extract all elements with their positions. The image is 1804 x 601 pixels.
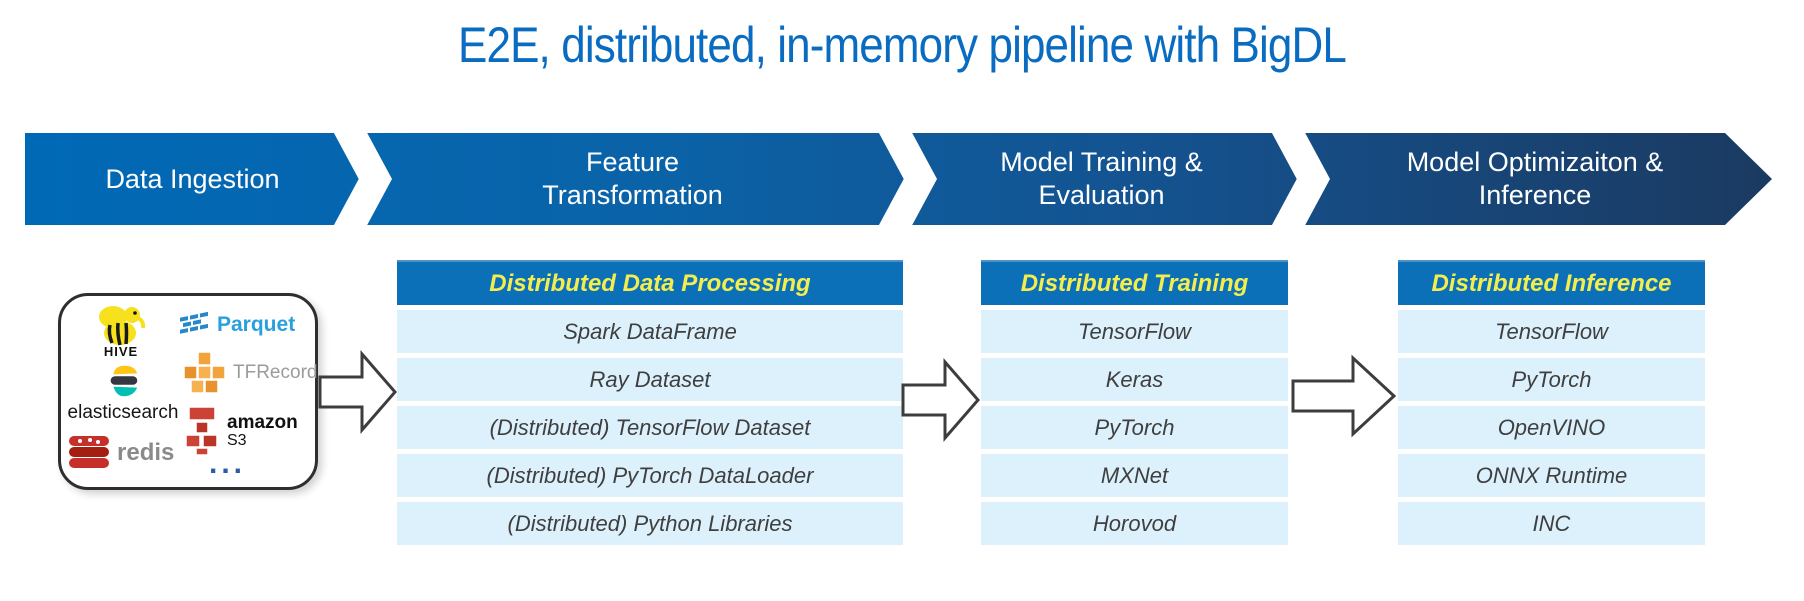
amazon-s3-icon <box>185 406 218 456</box>
redis-logo: redis <box>67 434 174 472</box>
stage-label-line: Transformation <box>542 180 723 210</box>
hive-bee-icon <box>99 306 146 346</box>
list-item: ONNX Runtime <box>1398 454 1705 497</box>
redis-label: redis <box>117 439 175 466</box>
stage-label-line: Model Optimizaiton & <box>1406 147 1664 178</box>
tfrecord-cubes-icon <box>183 351 226 394</box>
list-item: (Distributed) Python Libraries <box>397 502 903 545</box>
column-distributed-inference: Distributed Inference TensorFlow PyTorch… <box>1398 260 1705 545</box>
list-item: PyTorch <box>981 406 1288 449</box>
s3-label: S3 <box>227 431 247 449</box>
list-item: Keras <box>981 358 1288 401</box>
column-header: Distributed Data Processing <box>397 260 903 305</box>
list-item: MXNet <box>981 454 1288 497</box>
list-item: PyTorch <box>1398 358 1705 401</box>
flow-arrow-icon <box>901 357 980 443</box>
list-item: Ray Dataset <box>397 358 903 401</box>
tfrecord-logo: TFRecord <box>181 350 317 396</box>
list-item: OpenVINO <box>1398 406 1705 449</box>
list-item: (Distributed) TensorFlow Dataset <box>397 406 903 449</box>
elasticsearch-icon <box>110 365 138 397</box>
column-distributed-data-processing: Distributed Data Processing Spark DataFr… <box>397 260 903 545</box>
parquet-logo: Parquet <box>179 312 295 338</box>
pipeline-stage-model-optimization: Model Optimizaiton & Inference <box>1298 133 1772 225</box>
list-item: (Distributed) PyTorch DataLoader <box>397 454 903 497</box>
pipeline-stage-feature-transformation: Feature Transformation <box>360 133 905 225</box>
page-title: E2E, distributed, in-memory pipeline wit… <box>458 17 1347 73</box>
flow-arrow-icon <box>1291 354 1397 438</box>
redis-icon <box>69 436 109 468</box>
stage-label-line: Data Ingestion <box>105 163 280 194</box>
stage-label-line: Feature <box>585 147 680 178</box>
amazon-label: amazon <box>227 411 298 433</box>
stage-label-line: Evaluation <box>1038 180 1165 210</box>
elasticsearch-label: elasticsearch <box>67 402 179 423</box>
stage-label-line: Model Training & <box>1000 147 1203 178</box>
elasticsearch-logo: elasticsearch <box>65 362 181 424</box>
hive-logo: HIVE <box>79 302 163 359</box>
parquet-label: Parquet <box>217 313 296 336</box>
list-item: TensorFlow <box>1398 310 1705 353</box>
column-header: Distributed Inference <box>1398 260 1705 305</box>
data-sources-box: HIVE Parquet elasticsearch <box>58 293 318 490</box>
column-distributed-training: Distributed Training TensorFlow Keras Py… <box>981 260 1288 545</box>
list-item: TensorFlow <box>981 310 1288 353</box>
list-item: Spark DataFrame <box>397 310 903 353</box>
tfrecord-label: TFRecord <box>233 362 318 383</box>
pipeline-stage-model-training: Model Training & Evaluation <box>905 133 1298 225</box>
amazon-s3-logo: amazon S3 <box>183 406 298 456</box>
list-item: Horovod <box>981 502 1288 545</box>
column-header: Distributed Training <box>981 260 1288 305</box>
flow-arrow-icon <box>318 349 397 435</box>
hive-label: HIVE <box>103 344 139 359</box>
pipeline-stage-data-ingestion: Data Ingestion <box>25 133 360 225</box>
parquet-icon <box>180 312 208 334</box>
list-item: INC <box>1398 502 1705 545</box>
stage-label-line: Inference <box>1478 180 1592 210</box>
